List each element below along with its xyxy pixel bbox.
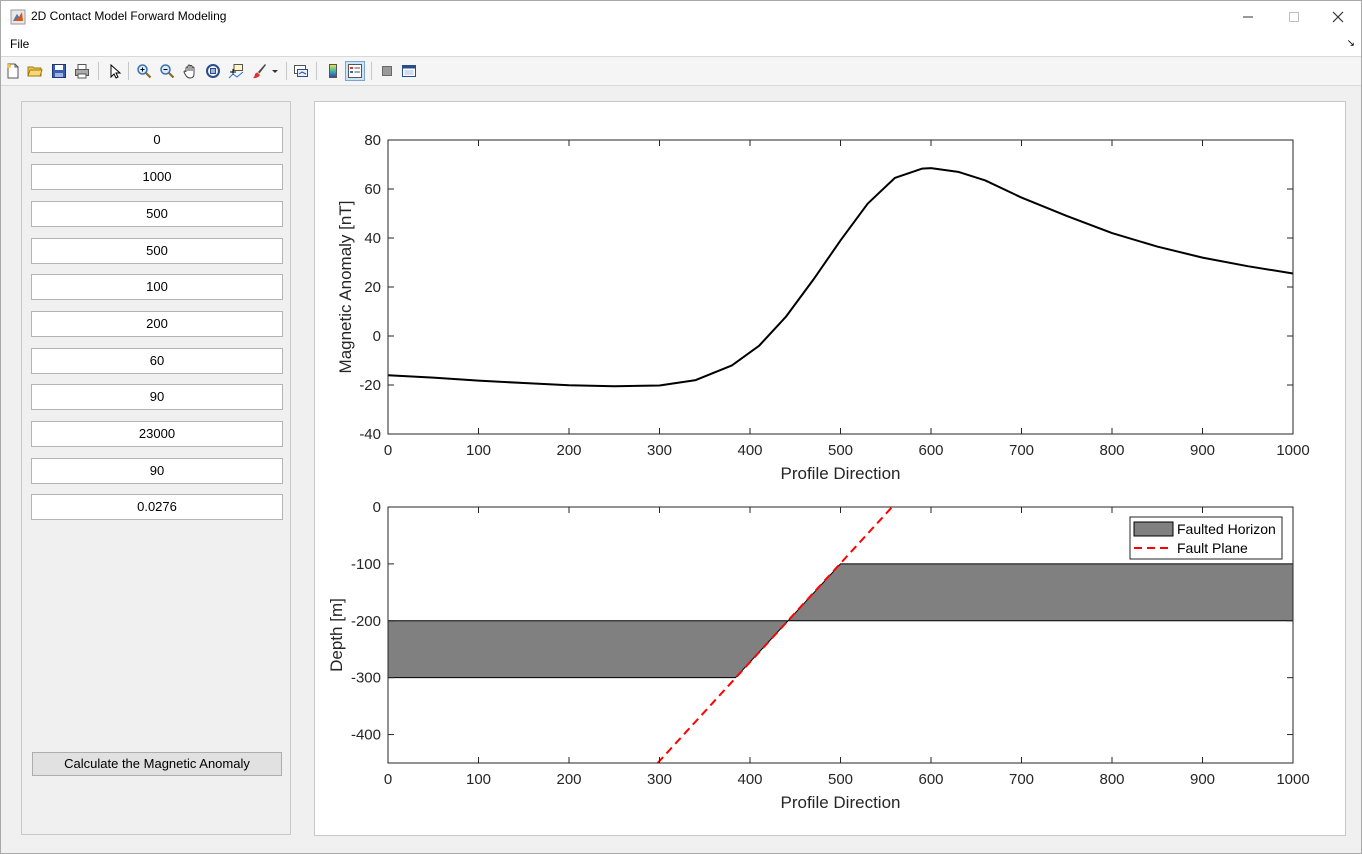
brush-dropdown-icon[interactable] [270,61,280,81]
colorbar-icon[interactable] [323,61,343,81]
pan-hand-icon[interactable] [180,61,200,81]
toolbar-separator [98,62,99,80]
maximize-icon [1289,11,1299,22]
calculate-button[interactable]: Calculate the Magnetic Anomaly [32,752,282,776]
close-button[interactable] [1315,1,1361,32]
plot-panel [314,101,1346,836]
window-title: 2D Contact Model Forward Modeling [31,9,227,23]
figure-toolbar [1,57,1361,86]
title-bar: 2D Contact Model Forward Modeling [1,1,1361,32]
minimize-icon [1243,16,1253,17]
parameter-input[interactable]: 90 [31,384,283,410]
rotate-3d-icon[interactable] [203,61,223,81]
toolbar-separator [286,62,287,80]
parameter-input[interactable]: 500 [31,201,283,227]
maximize-button[interactable] [1271,1,1317,32]
hide-plot-tools-icon[interactable] [377,61,397,81]
menu-bar: File ↘ [1,32,1361,57]
matlab-icon [10,9,26,25]
menu-file[interactable]: File [10,37,30,51]
save-icon[interactable] [49,61,69,81]
brush-icon[interactable] [249,61,269,81]
close-icon [1332,11,1344,22]
toolbar-separator [371,62,372,80]
parameter-input[interactable]: 0.0276 [31,494,283,520]
new-file-icon[interactable] [3,61,23,81]
data-cursor-icon[interactable] [226,61,246,81]
print-icon[interactable] [72,61,92,81]
parameter-input[interactable]: 1000 [31,164,283,190]
parameter-input[interactable]: 100 [31,274,283,300]
parameter-input[interactable]: 90 [31,458,283,484]
open-folder-icon[interactable] [25,61,45,81]
parameter-input[interactable]: 0 [31,127,283,153]
link-plot-icon[interactable] [291,61,311,81]
parameter-input[interactable]: 60 [31,348,283,374]
dock-arrow-icon[interactable]: ↘ [1346,38,1355,49]
parameter-input[interactable]: 200 [31,311,283,337]
minimize-button[interactable] [1225,1,1271,32]
pointer-icon[interactable] [104,61,124,81]
toolbar-separator [316,62,317,80]
parameter-input[interactable]: 23000 [31,421,283,447]
legend-icon[interactable] [345,61,365,81]
zoom-in-icon[interactable] [134,61,154,81]
parameter-input[interactable]: 500 [31,238,283,264]
parameter-panel: 0 1000 500 500 100 200 60 90 23000 90 0.… [21,101,291,835]
toolbar-separator [128,62,129,80]
zoom-out-icon[interactable] [157,61,177,81]
show-plot-tools-icon[interactable] [399,61,419,81]
